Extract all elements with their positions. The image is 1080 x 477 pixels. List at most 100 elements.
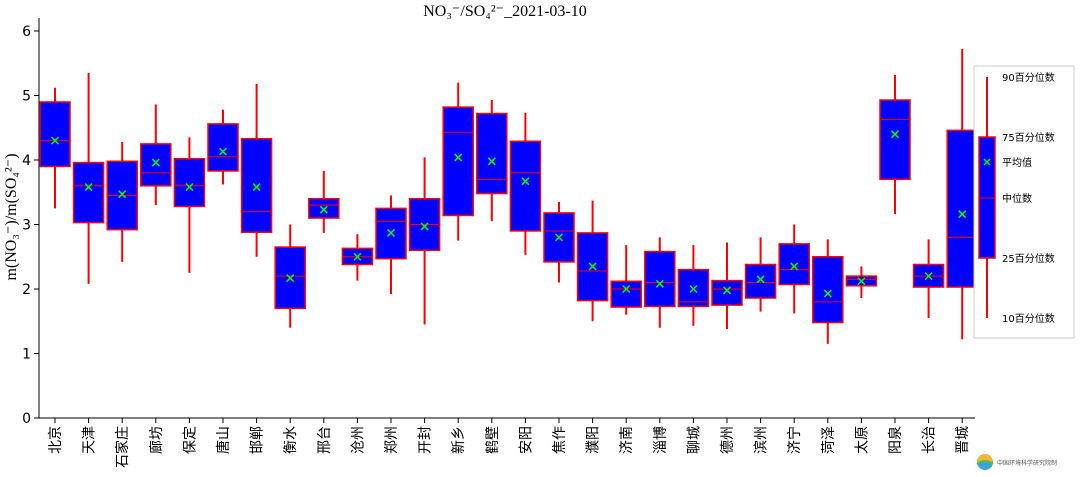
category-label: 晋城 bbox=[955, 426, 971, 454]
iqr-box bbox=[442, 106, 474, 217]
mean-marker bbox=[420, 222, 429, 231]
iqr-box bbox=[946, 129, 978, 288]
mean-marker bbox=[756, 275, 765, 284]
mean-marker bbox=[588, 262, 597, 271]
category-label: 德州 bbox=[720, 426, 736, 454]
category-label: 北京 bbox=[48, 426, 64, 454]
category-label: 唐山 bbox=[215, 426, 232, 454]
iqr-box bbox=[140, 143, 172, 187]
mean-marker bbox=[286, 274, 295, 283]
box-3 bbox=[140, 104, 172, 206]
category-label: 淄博 bbox=[652, 426, 669, 454]
iqr-box bbox=[644, 250, 676, 308]
box-9 bbox=[341, 234, 374, 281]
category-label: 天津 bbox=[82, 426, 98, 454]
box-4 bbox=[173, 137, 206, 273]
y-tick-label: 4 bbox=[22, 153, 31, 169]
legend-label-median: 中位数 bbox=[1002, 192, 1032, 205]
mean-marker bbox=[958, 210, 967, 219]
category-label: 新乡 bbox=[451, 426, 467, 454]
legend-label-q3: 75百分位数 bbox=[1002, 131, 1055, 144]
mean-marker bbox=[487, 157, 496, 166]
box-23 bbox=[812, 239, 844, 344]
chart-title: NO₃⁻/SO₄²⁻_2021-03-10 bbox=[423, 3, 587, 20]
legend-label-p90: 90百分位数 bbox=[1002, 71, 1055, 84]
mean-marker bbox=[454, 153, 463, 162]
category-label: 济南 bbox=[619, 426, 635, 454]
category-label: 长治 bbox=[922, 426, 938, 454]
iqr-box bbox=[509, 140, 542, 232]
iqr-box bbox=[39, 101, 71, 168]
category-label: 焦作 bbox=[552, 426, 568, 454]
mean-marker bbox=[353, 252, 362, 261]
category-label: 石家庄 bbox=[114, 426, 131, 468]
box-20 bbox=[711, 242, 743, 329]
category-label: 开封 bbox=[418, 426, 434, 454]
iqr-box bbox=[173, 157, 206, 208]
category-label: 安阳 bbox=[518, 426, 534, 454]
y-tick-label: 6 bbox=[22, 24, 31, 40]
box-13 bbox=[476, 100, 508, 222]
box-18 bbox=[644, 237, 676, 328]
category-label: 菏泽 bbox=[821, 426, 837, 454]
mean-marker bbox=[554, 233, 564, 242]
logo-text: 中国环境科学研究院制 bbox=[997, 459, 1057, 467]
box-7 bbox=[274, 224, 306, 328]
iqr-box bbox=[308, 197, 340, 219]
y-axis-label: m(NO₃⁻)/m(SO₄²⁻) bbox=[3, 153, 20, 280]
logo: 中国环境科学研究院制 bbox=[976, 454, 1057, 470]
mean-marker bbox=[521, 177, 530, 186]
category-label: 阳泉 bbox=[887, 426, 904, 454]
mean-marker bbox=[218, 147, 228, 156]
mean-marker bbox=[185, 183, 194, 192]
mean-marker bbox=[924, 272, 933, 281]
category-label: 保定 bbox=[182, 426, 198, 454]
iqr-box bbox=[476, 112, 508, 195]
category-label: 鹤壁 bbox=[485, 426, 501, 454]
box-27 bbox=[946, 49, 978, 340]
box-19 bbox=[677, 245, 710, 326]
box-26 bbox=[912, 239, 945, 319]
mean-marker bbox=[319, 205, 328, 214]
iqr-box bbox=[610, 280, 642, 308]
category-label: 濮阳 bbox=[586, 426, 602, 454]
mean-marker bbox=[655, 279, 664, 288]
legend-label-p10: 10百分位数 bbox=[1002, 312, 1055, 325]
iqr-box bbox=[711, 279, 743, 306]
y-tick-label: 3 bbox=[22, 218, 31, 234]
y-tick-label: 1 bbox=[22, 347, 31, 363]
category-label: 沧州 bbox=[349, 426, 366, 454]
legend-mean-marker bbox=[983, 158, 991, 166]
category-label: 聊城 bbox=[686, 426, 702, 454]
iqr-box bbox=[778, 243, 810, 286]
category-label: 邯郸 bbox=[250, 426, 266, 454]
box-11 bbox=[408, 157, 441, 325]
box-21 bbox=[744, 237, 777, 312]
mean-marker bbox=[857, 277, 866, 286]
iqr-box bbox=[744, 263, 777, 299]
category-label: 郑州 bbox=[384, 426, 400, 454]
category-label: 衡水 bbox=[283, 426, 299, 454]
mean-marker bbox=[84, 183, 93, 192]
box-16 bbox=[576, 200, 609, 322]
iqr-box bbox=[72, 161, 105, 224]
box-12 bbox=[442, 82, 474, 241]
y-tick-label: 5 bbox=[22, 89, 31, 105]
mean-marker bbox=[386, 228, 396, 237]
y-tick-label: 2 bbox=[22, 282, 31, 298]
box-17 bbox=[610, 245, 642, 315]
legend-label-mean: 平均值 bbox=[1002, 156, 1032, 169]
mean-marker bbox=[722, 286, 732, 295]
box-5 bbox=[207, 109, 239, 185]
box-14 bbox=[509, 112, 542, 255]
iqr-box bbox=[240, 137, 273, 233]
mean-marker bbox=[790, 262, 799, 271]
iqr-box bbox=[812, 256, 844, 324]
mean-marker bbox=[622, 284, 631, 294]
y-tick-label: 0 bbox=[22, 411, 31, 427]
mean-marker bbox=[50, 136, 60, 145]
box-10 bbox=[375, 195, 407, 295]
mean-marker bbox=[689, 284, 698, 294]
category-label: 太原 bbox=[854, 426, 870, 454]
